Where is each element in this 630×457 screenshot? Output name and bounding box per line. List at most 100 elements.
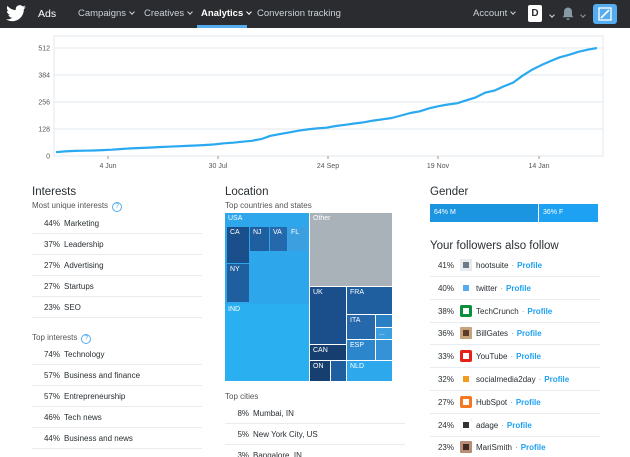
treemap-ind[interactable]: IND [225, 304, 309, 381]
nav-analytics[interactable]: Analytics [201, 0, 253, 28]
twitter-bird-icon[interactable] [5, 5, 27, 23]
row-label: Leadership [64, 240, 104, 249]
x-tick-label: 24 Sep [317, 163, 339, 170]
top-interest-row[interactable]: 44% Business and news [32, 428, 202, 449]
account-name[interactable]: TechCrunch [476, 306, 519, 316]
account-name[interactable]: BillGates [476, 329, 509, 339]
top-interest-row[interactable]: 46% Tech news [32, 407, 202, 428]
treemap-ny[interactable]: NY [227, 264, 249, 302]
profile-link[interactable]: Profile [516, 329, 542, 339]
hootsuite-avatar[interactable] [460, 259, 472, 271]
follow-row: 33% YouTube · Profile [430, 345, 600, 369]
top-city-row[interactable]: 3% Bangalore, IN [225, 445, 405, 457]
info-icon[interactable]: ? [112, 202, 123, 212]
account-name[interactable]: MariSmith [476, 443, 513, 453]
nav-creatives-label: Creatives [144, 8, 185, 19]
profile-link[interactable]: Profile [506, 283, 531, 293]
treemap-small-2[interactable] [376, 340, 392, 360]
profile-link[interactable]: Profile [520, 443, 546, 453]
unique-interest-row[interactable]: 27% Startups [32, 276, 202, 297]
account-name[interactable]: HubSpot [476, 397, 508, 407]
gender-male-bar[interactable]: 64% M [430, 204, 538, 222]
notifications-chevron-icon[interactable] [580, 12, 586, 18]
gender-female-bar[interactable]: 36% F [539, 204, 598, 222]
chevron-down-icon [510, 9, 517, 15]
marismith-avatar[interactable] [460, 441, 472, 454]
percent-value: 23% [43, 303, 60, 312]
profile-link[interactable]: Profile [506, 420, 532, 430]
profile-link[interactable]: Profile [527, 306, 553, 316]
treemap-nj[interactable]: NJ [250, 227, 269, 251]
treemap-uk[interactable]: UK [310, 287, 346, 344]
treemap-esp[interactable]: ESP [347, 340, 375, 360]
top-city-row[interactable]: 8% Mumbai, IN [225, 403, 405, 424]
top-city-row[interactable]: 5% New York City, US [225, 424, 405, 445]
top-interest-row[interactable]: 57% Entrepreneurship [32, 386, 202, 407]
percent-value: 8% [237, 409, 249, 418]
percent-value: 5% [237, 430, 249, 439]
account-switch-chevron-icon[interactable] [549, 12, 555, 18]
account-name[interactable]: twitter [476, 283, 498, 293]
brand-ads-link[interactable]: Ads [38, 8, 57, 20]
nav-campaigns[interactable]: Campaigns [78, 0, 135, 28]
account-name[interactable]: socialmedia2day [476, 375, 536, 384]
x-tick-label: 4 Jun [99, 163, 116, 170]
unique-interest-row[interactable]: 27% Advertising [32, 255, 202, 276]
percent-value: 41% [437, 261, 454, 270]
top-interest-row[interactable]: 57% Business and finance [32, 365, 202, 386]
row-label: SEO [64, 303, 81, 312]
adage-avatar[interactable] [460, 418, 472, 431]
row-label: Technology [64, 350, 105, 359]
treemap-fl[interactable]: FL [288, 227, 307, 251]
row-label: Advertising [64, 261, 104, 270]
account-menu[interactable]: Account [473, 0, 517, 28]
unique-interest-row[interactable]: 44% Marketing [32, 213, 202, 234]
socialmedia2day-avatar[interactable] [460, 373, 472, 385]
info-icon[interactable]: ? [81, 334, 92, 344]
top-interest-row[interactable]: 74% Technology [32, 344, 202, 365]
followers-line-chart: 0 128 256 384 512 4 Jun 30 Jul 24 Sep 19 Nov 14 J… [38, 35, 604, 170]
chevron-down-icon [187, 9, 193, 15]
treemap-on[interactable]: ON [310, 361, 330, 381]
profile-link[interactable]: Profile [515, 397, 541, 407]
account-name[interactable]: YouTube [476, 352, 508, 362]
separator-dot: · [500, 283, 504, 293]
treemap-small-3[interactable] [331, 361, 346, 381]
percent-value: 37% [43, 240, 60, 249]
y-tick-label: 512 [38, 46, 50, 53]
row-label: Business and finance [64, 371, 141, 380]
treemap-ita[interactable]: ITA [347, 315, 375, 339]
followers-series-line [55, 46, 598, 154]
treemap-fra[interactable]: FRA [347, 287, 392, 314]
youtube-avatar[interactable] [460, 350, 472, 363]
twitter-bird-avatar[interactable] [460, 281, 472, 294]
treemap-nld[interactable]: NLD [347, 361, 392, 381]
techcrunch-avatar[interactable] [460, 304, 472, 317]
treemap-more[interactable]: ... [376, 328, 392, 339]
y-tick-label: 0 [46, 154, 50, 161]
percent-value: 74% [43, 350, 60, 359]
treemap-small-1[interactable] [376, 315, 392, 327]
top-interests-label: Top interests [32, 333, 78, 342]
separator-dot: · [521, 306, 525, 316]
hubspot-avatar[interactable] [460, 395, 472, 408]
nav-conversion-tracking[interactable]: Conversion tracking [257, 8, 341, 19]
treemap-ca[interactable]: CA [227, 227, 249, 263]
nav-creatives[interactable]: Creatives [144, 0, 193, 28]
profile-link[interactable]: Profile [544, 375, 570, 384]
billgates-avatar[interactable] [460, 327, 472, 340]
unique-interest-row[interactable]: 37% Leadership [32, 234, 202, 255]
top-cities-heading: Top cities [225, 392, 259, 401]
treemap-can[interactable]: CAN [310, 345, 346, 360]
profile-link[interactable]: Profile [516, 352, 542, 362]
unique-interest-row[interactable]: 23% SEO [32, 297, 202, 318]
account-avatar[interactable]: D [528, 5, 542, 22]
treemap-other[interactable]: Other [310, 213, 392, 286]
account-name[interactable]: hootsuite [476, 261, 509, 270]
treemap-va[interactable]: VA [270, 227, 287, 251]
compose-button[interactable] [593, 4, 617, 24]
account-name[interactable]: adage [476, 420, 499, 430]
notifications-bell-icon[interactable] [562, 7, 574, 21]
profile-link[interactable]: Profile [517, 261, 543, 270]
percent-value: 57% [43, 371, 60, 380]
